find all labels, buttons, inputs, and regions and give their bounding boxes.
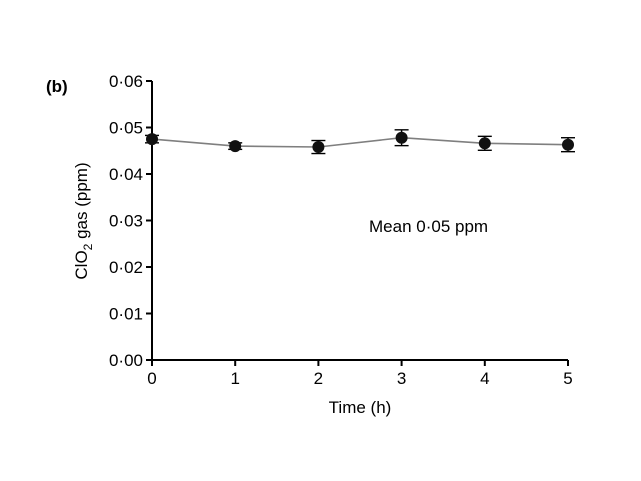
x-tick-label: 1 bbox=[230, 369, 239, 388]
y-axis-label-rest: gas (ppm) bbox=[72, 162, 91, 243]
y-ticks: 0·00 0·01 0·02 0·03 0·04 0·05 0·06 bbox=[109, 72, 152, 370]
x-axis-label: Time (h) bbox=[329, 398, 392, 417]
data-point bbox=[229, 140, 242, 153]
x-tick-label: 4 bbox=[480, 369, 489, 388]
y-tick-label: 0·01 bbox=[109, 305, 143, 324]
x-tick-label: 0 bbox=[147, 369, 156, 388]
y-axis-label: ClO2 gas (ppm) bbox=[72, 162, 95, 279]
y-axis-label-main: ClO bbox=[72, 250, 91, 279]
x-tick-label: 3 bbox=[397, 369, 406, 388]
x-ticks: 0 1 2 3 4 5 bbox=[147, 360, 573, 388]
panel-label: (b) bbox=[46, 77, 68, 96]
data-point bbox=[395, 131, 408, 144]
data-point bbox=[478, 137, 491, 150]
y-tick-label: 0·05 bbox=[109, 119, 143, 138]
y-tick-label: 0·04 bbox=[109, 165, 143, 184]
series-layer bbox=[145, 129, 575, 155]
y-axis-label-subscript: 2 bbox=[81, 243, 95, 250]
data-point bbox=[146, 133, 158, 146]
data-point bbox=[562, 138, 574, 151]
data-point bbox=[312, 141, 325, 154]
y-tick-label: 0·00 bbox=[109, 351, 143, 370]
series-line bbox=[151, 136, 569, 148]
mean-annotation: Mean 0·05 ppm bbox=[369, 217, 488, 236]
y-tick-label: 0·02 bbox=[109, 258, 143, 277]
x-tick-label: 2 bbox=[314, 369, 323, 388]
y-tick-label: 0·06 bbox=[109, 72, 143, 91]
y-tick-label: 0·03 bbox=[109, 212, 143, 231]
x-tick-label: 5 bbox=[563, 369, 572, 388]
